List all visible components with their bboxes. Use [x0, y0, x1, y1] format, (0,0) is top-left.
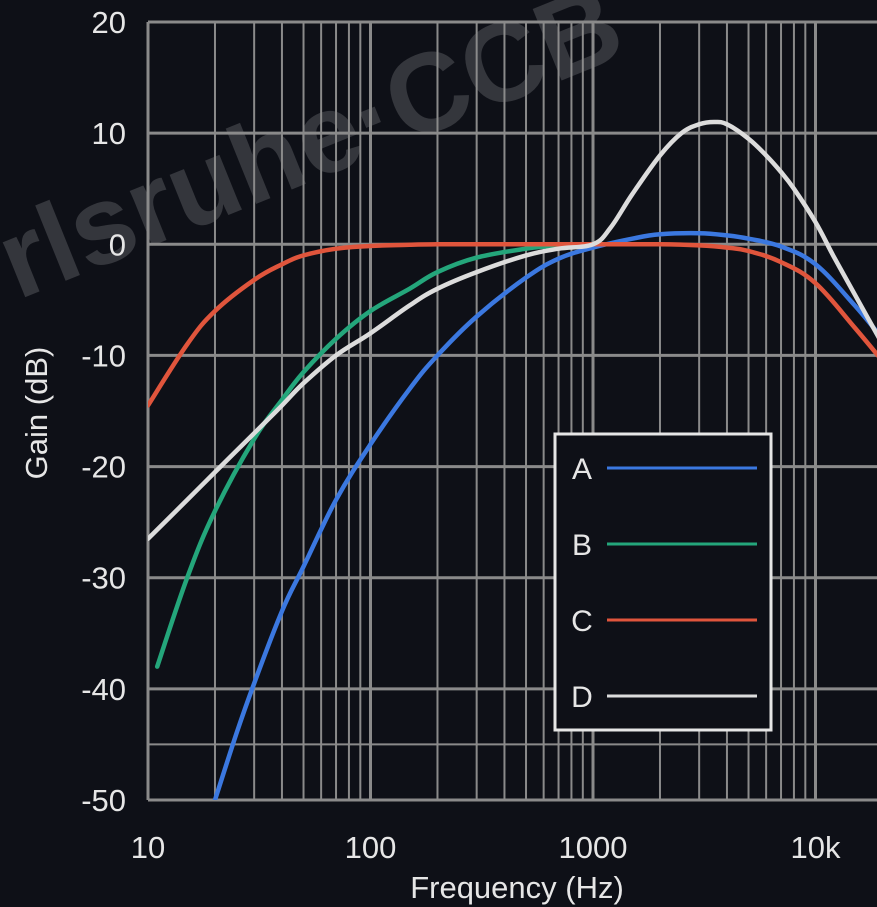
legend-label-a: A — [572, 453, 592, 486]
y-tick-label: 10 — [92, 116, 126, 151]
legend-box — [553, 432, 773, 732]
y-tick-labels: 20 10 0 -10 -20 -30 -40 -50 — [81, 5, 126, 818]
series-line-b — [154, 242, 596, 669]
x-tick-label: 10 — [131, 830, 165, 865]
legend-label-c: C — [571, 605, 593, 638]
y-tick-label: 20 — [92, 5, 126, 40]
y-tick-label: -30 — [81, 561, 126, 596]
x-axis-title: Frequency (Hz) — [410, 870, 624, 905]
y-tick-label: -40 — [81, 672, 126, 707]
y-tick-label: -20 — [81, 450, 126, 485]
series-lines — [148, 119, 877, 800]
x-tick-label: 1000 — [559, 830, 628, 865]
x-tick-label: 10k — [791, 830, 841, 865]
legend-label-d: D — [571, 681, 593, 714]
x-tick-label: 100 — [345, 830, 397, 865]
y-tick-label: -50 — [81, 783, 126, 818]
series-line-d — [148, 119, 877, 542]
x-tick-labels: 10 100 1000 10k — [131, 830, 841, 865]
legend: A B C D — [553, 432, 773, 732]
y-tick-label: -10 — [81, 338, 126, 373]
series-line-c — [148, 241, 877, 408]
y-tick-label: 0 — [109, 227, 126, 262]
y-axis-title: Gain (dB) — [19, 347, 54, 480]
legend-label-b: B — [572, 529, 592, 562]
series-line-a — [212, 230, 877, 800]
